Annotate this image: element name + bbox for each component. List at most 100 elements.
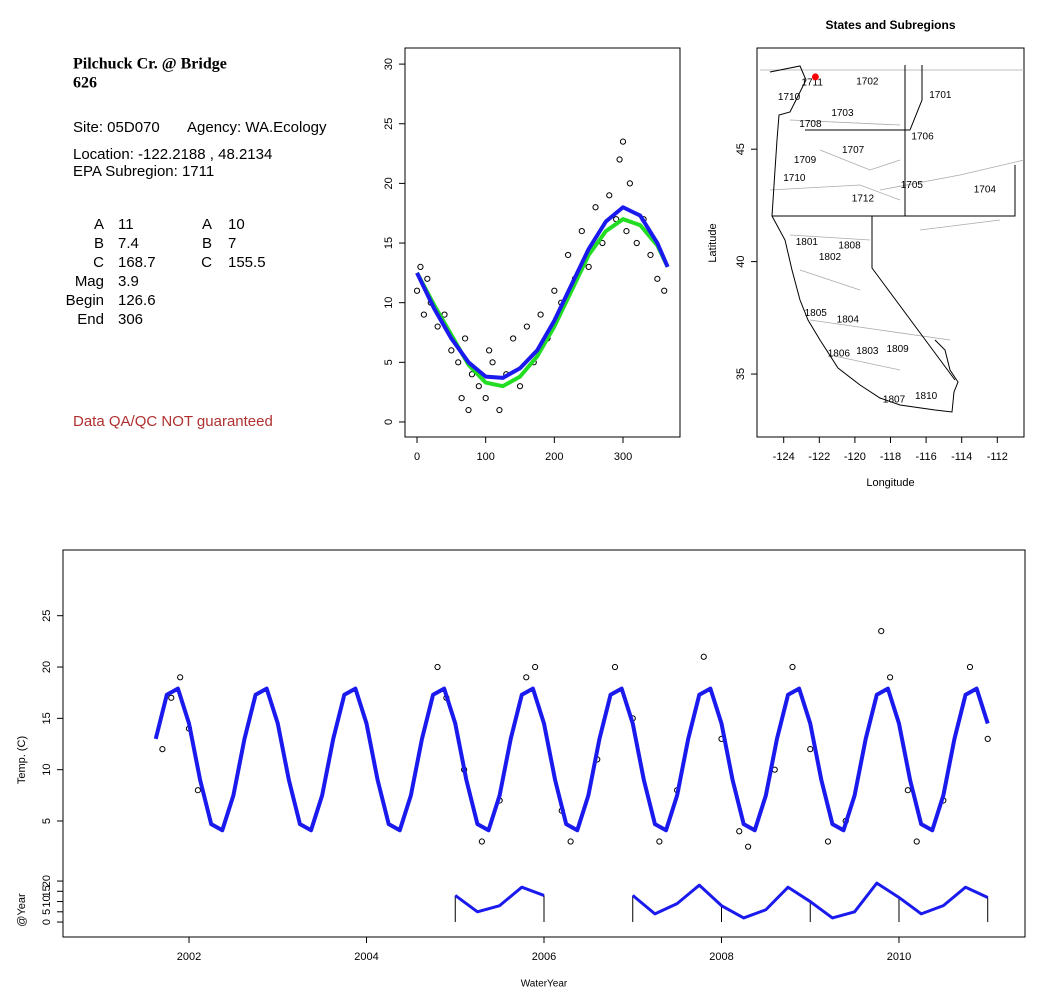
point [599, 239, 606, 247]
map-outlines [760, 65, 1025, 413]
x-tick-label: 2010 [887, 951, 911, 963]
x-axis-label: WaterYear [521, 979, 568, 990]
timeseries-frame [62, 549, 1026, 938]
site-name: Pilchuck Cr. @ Bridge [73, 56, 227, 73]
y-tick-label: 45 [735, 143, 747, 155]
y-tick-label: 5 [41, 818, 53, 824]
point [478, 838, 485, 845]
y-tick-label: 0 [41, 919, 53, 925]
point [904, 787, 911, 794]
y-tick-label: 20 [41, 875, 53, 887]
y-tick-label: 15 [383, 237, 395, 249]
x-tick-label: 2002 [177, 951, 201, 963]
point [592, 204, 599, 211]
site-code: Site: 05D070 [73, 119, 160, 136]
point [516, 383, 524, 390]
point [564, 251, 572, 259]
param-label: Begin [66, 292, 104, 309]
region-label: 1702 [856, 76, 879, 87]
param-label: B [94, 235, 104, 252]
map-title: States and Subregions [825, 18, 955, 32]
point [611, 663, 619, 671]
region-label: 1801 [796, 237, 819, 248]
point [656, 838, 663, 845]
point [465, 406, 472, 414]
x-tick-label: -116 [915, 451, 936, 463]
point [448, 347, 455, 354]
agency: Agency: WA.Ecology [187, 119, 327, 136]
region-label: 1808 [838, 241, 861, 252]
region-label: 1712 [852, 193, 875, 204]
point [523, 323, 530, 330]
scatter-frame [404, 47, 681, 438]
point [824, 838, 832, 845]
point [623, 228, 630, 235]
x-tick-label: 100 [477, 451, 495, 463]
point [177, 674, 184, 681]
region-label: 1804 [837, 315, 860, 326]
y-tick-label: 35 [735, 368, 747, 380]
region-label: 1709 [794, 155, 817, 166]
region-label: 1806 [828, 348, 851, 359]
point [434, 323, 441, 330]
param-label: C [201, 254, 212, 271]
y-tick-label: 5 [41, 909, 53, 915]
point [486, 347, 493, 354]
point [578, 228, 585, 235]
x-tick-label: 0 [414, 451, 420, 463]
point [458, 395, 465, 402]
point [424, 275, 431, 282]
region-label: 1803 [856, 346, 879, 357]
region-label: 1706 [911, 131, 934, 142]
fit-line [415, 217, 670, 389]
y-tick-label: 40 [735, 255, 747, 267]
x-tick-label: -122 [808, 451, 830, 463]
x-tick-label: -118 [880, 451, 901, 463]
note: Data QA/QC NOT guaranteed [73, 413, 273, 430]
point [585, 263, 592, 270]
point [736, 828, 743, 835]
region-label: 1705 [901, 180, 924, 191]
point [606, 192, 613, 199]
point [194, 787, 201, 794]
point [496, 406, 503, 414]
x-tick-label: -114 [951, 451, 972, 463]
point [420, 311, 427, 318]
region-label: 1704 [974, 184, 997, 195]
region-label: 1809 [886, 344, 909, 355]
param-value: 10 [228, 216, 245, 233]
point [966, 663, 974, 671]
year-line [454, 881, 989, 920]
point [475, 383, 482, 390]
point [489, 359, 496, 366]
x-tick-label: 300 [614, 451, 632, 463]
param-value: 155.5 [228, 254, 266, 271]
fit-line [415, 205, 670, 380]
x-axis-label: Longitude [866, 477, 914, 489]
region-label: 1805 [805, 308, 828, 319]
y-tick-label: 25 [41, 610, 53, 622]
y-tick-label: 10 [41, 764, 53, 776]
param-value: 306 [118, 311, 143, 328]
site-id: 626 [73, 75, 97, 92]
region-label: 1710 [783, 173, 806, 184]
y-tick-label: 25 [383, 118, 395, 130]
y-tick-label: 15 [41, 712, 53, 724]
point [468, 371, 476, 378]
y-tick-label: 30 [383, 58, 395, 70]
point [510, 335, 517, 342]
point [168, 694, 175, 701]
y-tick-label: 10 [41, 895, 53, 907]
subregion: EPA Subregion: 1711 [73, 163, 214, 180]
point [159, 746, 166, 753]
location: Location: -122.2188 , 48.2134 [73, 146, 272, 163]
point [984, 735, 991, 742]
region-label: 1703 [831, 108, 854, 119]
point [661, 287, 668, 294]
point [807, 746, 814, 753]
param-value: 168.7 [118, 254, 156, 271]
region-label: 1701 [929, 90, 952, 101]
point [461, 335, 469, 342]
site-info: Pilchuck Cr. @ Bridge 626 Site: 05D070 A… [73, 56, 327, 430]
